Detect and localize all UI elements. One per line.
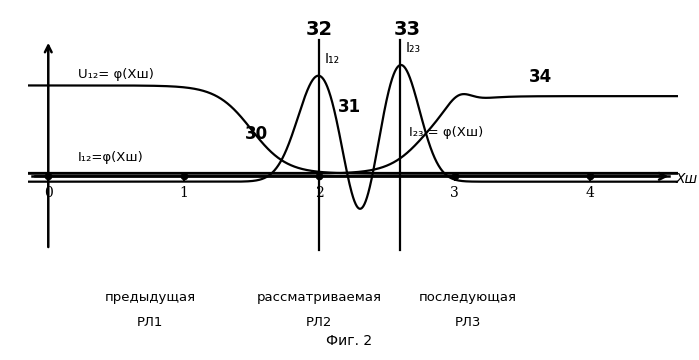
Text: 34: 34 (529, 68, 552, 86)
Text: I₁₂=φ(Xш): I₁₂=φ(Xш) (78, 151, 144, 164)
Text: предыдущая: предыдущая (104, 291, 196, 303)
Text: 32: 32 (305, 20, 333, 39)
Text: I₂₃ = φ(Xш): I₂₃ = φ(Xш) (408, 126, 483, 139)
Text: РЛ1: РЛ1 (137, 316, 163, 329)
Text: 30: 30 (245, 125, 268, 143)
Text: рассматриваемая: рассматриваемая (257, 291, 382, 303)
Text: последующая: последующая (419, 291, 517, 303)
Text: I₁₂: I₁₂ (324, 52, 340, 66)
Text: 2: 2 (315, 186, 324, 200)
Text: 3: 3 (450, 186, 459, 200)
Text: 33: 33 (394, 20, 421, 39)
Text: РЛ2: РЛ2 (306, 316, 332, 329)
Text: 31: 31 (338, 98, 361, 116)
Text: 1: 1 (179, 186, 188, 200)
Text: Xш: Xш (675, 172, 698, 186)
Text: РЛ3: РЛ3 (455, 316, 482, 329)
Text: 4: 4 (586, 186, 594, 200)
Text: U₁₂= φ(Xш): U₁₂= φ(Xш) (78, 68, 154, 81)
Text: I₂₃: I₂₃ (406, 41, 421, 55)
Text: 0: 0 (44, 186, 52, 200)
Text: Фиг. 2: Фиг. 2 (326, 334, 373, 348)
